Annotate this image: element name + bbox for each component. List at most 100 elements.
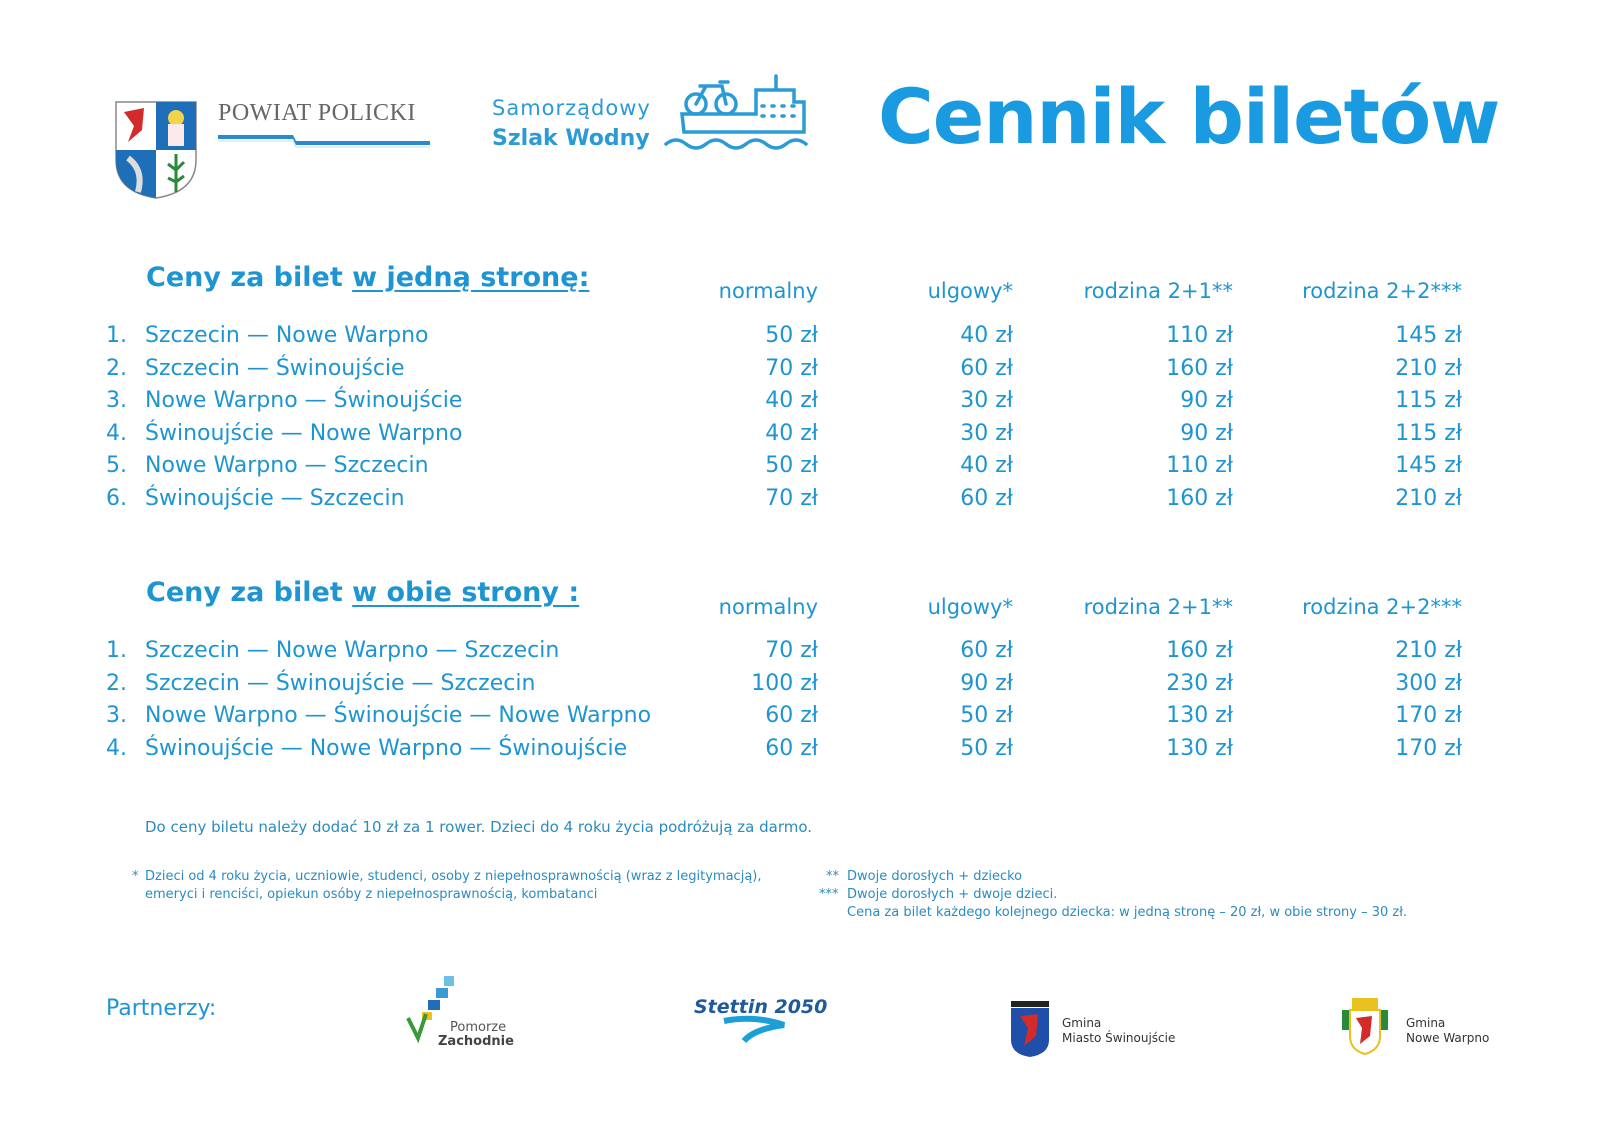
price-cell: 170 zł: [1395, 703, 1462, 728]
row-number: 2.: [106, 355, 127, 381]
powiat-logo-stripe: [218, 134, 430, 153]
price-cell: 70 zł: [765, 355, 818, 381]
column-header: rodzina 2+1**: [1083, 595, 1233, 619]
price-cell: 145 zł: [1395, 453, 1462, 478]
footnote-3-line1: Dwoje dorosłych + dwoje dzieci.: [847, 887, 1058, 902]
price-cell: 60 zł: [960, 485, 1013, 511]
stettin-2050-logo: Stettin 2050: [694, 996, 828, 1049]
price-cell: 160 zł: [1166, 355, 1233, 381]
footnote-1-line2: emeryci i renciści, opiekun osóby z niep…: [145, 887, 598, 902]
one-way-title-prefix: Ceny za bilet: [146, 262, 353, 293]
price-cell: 160 zł: [1166, 638, 1233, 663]
price-cell: 40 zł: [765, 420, 818, 446]
price-cell: 210 zł: [1395, 638, 1462, 663]
price-cell: 50 zł: [960, 703, 1013, 728]
price-cell: 110 zł: [1166, 453, 1233, 478]
row-number: 3.: [106, 388, 127, 413]
footnote-3-line2: Cena za bilet każdego kolejnego dziecka:…: [847, 905, 1408, 920]
price-cell: 30 zł: [960, 388, 1013, 413]
price-cell: 300 zł: [1395, 670, 1462, 696]
price-cell: 90 zł: [960, 670, 1013, 696]
column-header: normalny: [718, 279, 818, 303]
price-cell: 130 zł: [1166, 735, 1233, 761]
powiat-logo-text: POWIAT POLICKI: [218, 100, 416, 126]
footnote-1-line1: Dzieci od 4 roku życia, uczniowie, stude…: [145, 869, 762, 884]
page-title: Cennik biletów: [878, 72, 1500, 161]
route-name: Szczecin — Świnoujście: [145, 355, 405, 381]
row-number: 4.: [106, 735, 127, 761]
row-number: 1.: [106, 638, 127, 663]
nowe-warpno-line2: Nowe Warpno: [1406, 1031, 1490, 1045]
return-section-title: Ceny za bilet w obie strony :: [146, 577, 579, 608]
column-header: ulgowy*: [927, 595, 1013, 619]
row-number: 1.: [106, 323, 127, 348]
row-number: 6.: [106, 485, 127, 511]
price-cell: 30 zł: [960, 420, 1013, 446]
column-header: rodzina 2+1**: [1083, 279, 1233, 303]
szlak-logo-line1: Samorządowy: [492, 96, 651, 120]
price-cell: 160 zł: [1166, 485, 1233, 511]
price-cell: 40 zł: [960, 453, 1013, 478]
route-name: Nowe Warpno — Szczecin: [145, 453, 429, 478]
price-cell: 60 zł: [765, 735, 818, 761]
one-way-title-underlined: w jedną stronę:: [352, 262, 590, 293]
price-cell: 60 zł: [765, 703, 818, 728]
route-name: Świnoujście — Nowe Warpno: [145, 420, 463, 446]
footnote-2: Dwoje dorosłych + dziecko: [847, 869, 1023, 884]
pomorze-line1: Pomorze: [450, 1020, 507, 1035]
partners-label: Partnerzy:: [106, 996, 217, 1021]
price-cell: 90 zł: [1180, 388, 1233, 413]
footnote-1-mark: *: [132, 869, 139, 884]
stettin-text: Stettin 2050: [694, 996, 828, 1018]
column-header: rodzina 2+2***: [1302, 595, 1462, 619]
nowe-warpno-coat-of-arms: [1340, 996, 1390, 1062]
return-title-prefix: Ceny za bilet: [146, 577, 353, 608]
bicycle-note: Do ceny biletu należy dodać 10 zł za 1 r…: [145, 818, 813, 836]
route-name: Świnoujście — Szczecin: [145, 485, 405, 511]
route-name: Nowe Warpno — Świnoujście: [145, 388, 463, 413]
price-cell: 145 zł: [1395, 323, 1462, 348]
price-cell: 60 zł: [960, 355, 1013, 381]
pomorze-line2: Zachodnie: [438, 1034, 514, 1049]
price-cell: 60 zł: [960, 638, 1013, 663]
price-cell: 170 zł: [1395, 735, 1462, 761]
footnote-2-mark: **: [826, 869, 839, 884]
price-cell: 50 zł: [765, 323, 818, 348]
one-way-section-title: Ceny za bilet w jedną stronę:: [146, 262, 589, 293]
row-number: 3.: [106, 703, 127, 728]
row-number: 5.: [106, 453, 127, 478]
price-cell: 210 zł: [1395, 485, 1462, 511]
price-cell: 50 zł: [765, 453, 818, 478]
nowe-warpno-line1: Gmina: [1406, 1016, 1446, 1030]
column-header: normalny: [718, 595, 818, 619]
price-cell: 40 zł: [765, 388, 818, 413]
route-name: Nowe Warpno — Świnoujście — Nowe Warpno: [145, 703, 652, 728]
route-name: Szczecin — Nowe Warpno: [145, 323, 429, 348]
price-cell: 210 zł: [1395, 355, 1462, 381]
price-cell: 40 zł: [960, 323, 1013, 348]
price-cell: 70 zł: [765, 485, 818, 511]
price-cell: 115 zł: [1395, 388, 1462, 413]
price-cell: 100 zł: [751, 670, 818, 696]
swinoujscie-line2: Miasto Świnoujście: [1062, 1031, 1176, 1045]
price-cell: 90 zł: [1180, 420, 1233, 446]
szlak-logo-line2: Szlak Wodny: [492, 126, 650, 151]
price-cell: 130 zł: [1166, 703, 1233, 728]
pomorze-zachodnie-logo: Pomorze Zachodnie: [404, 974, 514, 1049]
price-cell: 115 zł: [1395, 420, 1462, 446]
column-header: rodzina 2+2***: [1302, 279, 1462, 303]
route-name: Szczecin — Świnoujście — Szczecin: [145, 670, 536, 696]
route-name: Świnoujście — Nowe Warpno — Świnoujście: [145, 735, 628, 761]
row-number: 2.: [106, 670, 127, 696]
price-cell: 50 zł: [960, 735, 1013, 761]
price-cell: 70 zł: [765, 638, 818, 663]
powiat-coat-of-arms: [114, 100, 198, 204]
swinoujscie-coat-of-arms: [1010, 1000, 1050, 1062]
swinoujscie-line1: Gmina: [1062, 1016, 1102, 1030]
ship-bicycle-icon: [664, 72, 812, 156]
return-title-underlined: w obie strony :: [352, 577, 580, 608]
price-cell: 230 zł: [1166, 670, 1233, 696]
column-header: ulgowy*: [927, 279, 1013, 303]
row-number: 4.: [106, 420, 127, 446]
footnote-3-mark: ***: [819, 887, 839, 902]
